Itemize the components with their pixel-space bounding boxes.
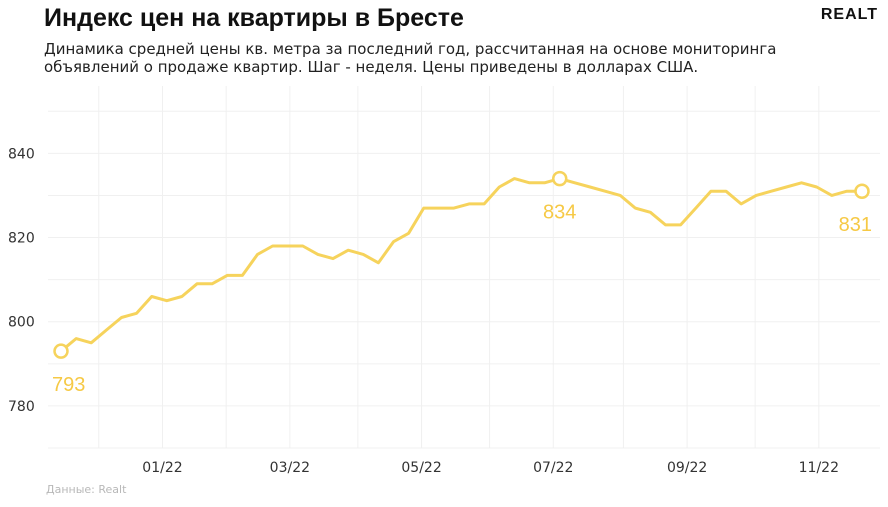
- highlight-value-label: 834: [543, 202, 576, 224]
- x-tick-label: 01/22: [142, 460, 182, 476]
- highlight-value-label: 831: [839, 214, 872, 236]
- chart-title: Индекс цен на квартиры в Бресте: [44, 4, 464, 32]
- y-tick-label: 820: [8, 231, 35, 247]
- highlight-value-label: 793: [52, 374, 85, 396]
- highlight-point: [551, 170, 568, 187]
- highlight-markers: 793 834 831: [52, 170, 872, 396]
- x-tick-label: 05/22: [401, 460, 441, 476]
- y-axis: 780 800 820 840: [8, 146, 35, 415]
- data-source: Данные: Realt: [46, 483, 127, 496]
- y-tick-label: 780: [8, 399, 35, 415]
- y-tick-label: 800: [8, 315, 35, 331]
- grid-lines: [48, 86, 880, 449]
- highlight-point: [53, 343, 69, 359]
- x-tick-label: 07/22: [533, 460, 573, 476]
- highlight-point: [854, 183, 870, 199]
- x-tick-label: 03/22: [270, 460, 310, 476]
- x-tick-label: 09/22: [667, 460, 707, 476]
- chart-subtitle: Динамика средней цены кв. метра за после…: [44, 40, 777, 76]
- realt-logo: REALT: [820, 6, 878, 23]
- x-axis: 01/22 03/22 05/22 07/22 09/22 11/22: [142, 460, 839, 476]
- price-series-line: [59, 177, 864, 353]
- y-tick-label: 840: [8, 146, 35, 162]
- x-tick-label: 11/22: [799, 460, 839, 476]
